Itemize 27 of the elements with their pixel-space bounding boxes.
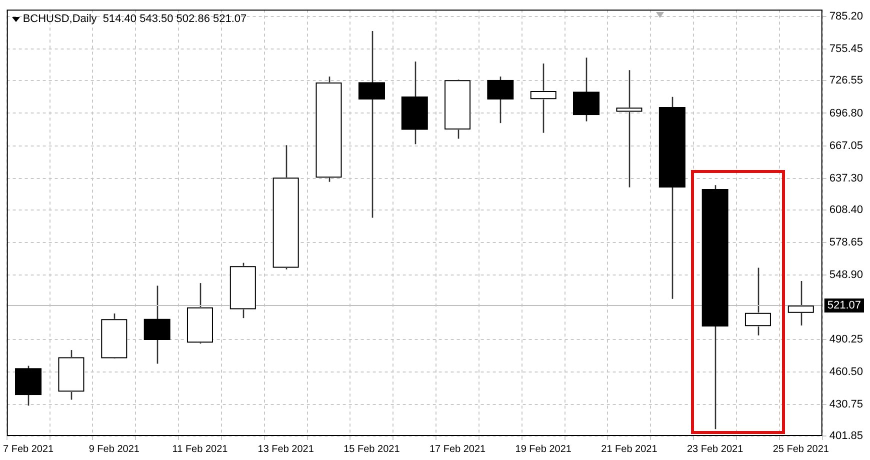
x-tick-label: 11 Feb 2021	[172, 444, 228, 455]
y-tick-label: 490.25	[829, 333, 864, 346]
y-tick-label: 726.55	[829, 74, 864, 87]
y-tick-label: 401.85	[829, 430, 864, 442]
x-tick-label: 13 Feb 2021	[258, 444, 314, 455]
x-tick-label: 23 Feb 2021	[686, 444, 744, 455]
chart-title: BCHUSD,Daily 514.40 543.50 502.86 521.07	[22, 12, 247, 25]
x-tick-label: 17 Feb 2021	[429, 444, 486, 455]
y-tick-label: 608.40	[829, 204, 864, 216]
y-tick-label: 430.75	[829, 398, 864, 410]
candlestick	[358, 30, 386, 218]
x-tick-label: 21 Feb 2021	[601, 444, 658, 455]
x-tick-label: 7 Feb 2021	[2, 444, 54, 455]
y-tick-label: 785.20	[829, 10, 864, 23]
y-tick-label: 460.50	[829, 366, 864, 378]
y-tick-label: 637.30	[829, 172, 864, 184]
x-tick-label: 15 Feb 2021	[344, 444, 400, 455]
x-tick-label: 9 Feb 2021	[88, 444, 140, 455]
ref-line-label: 521.07	[827, 300, 862, 312]
y-tick-label: 548.90	[829, 269, 864, 282]
x-tick-label: 19 Feb 2021	[515, 444, 572, 455]
y-tick-label: 667.05	[829, 140, 864, 152]
candlestick	[788, 280, 814, 326]
y-tick-label: 755.45	[829, 43, 864, 56]
y-tick-label: 696.80	[829, 107, 864, 120]
x-tick-label: 25 Feb 2021	[772, 444, 830, 455]
y-tick-label: 578.65	[829, 236, 864, 249]
